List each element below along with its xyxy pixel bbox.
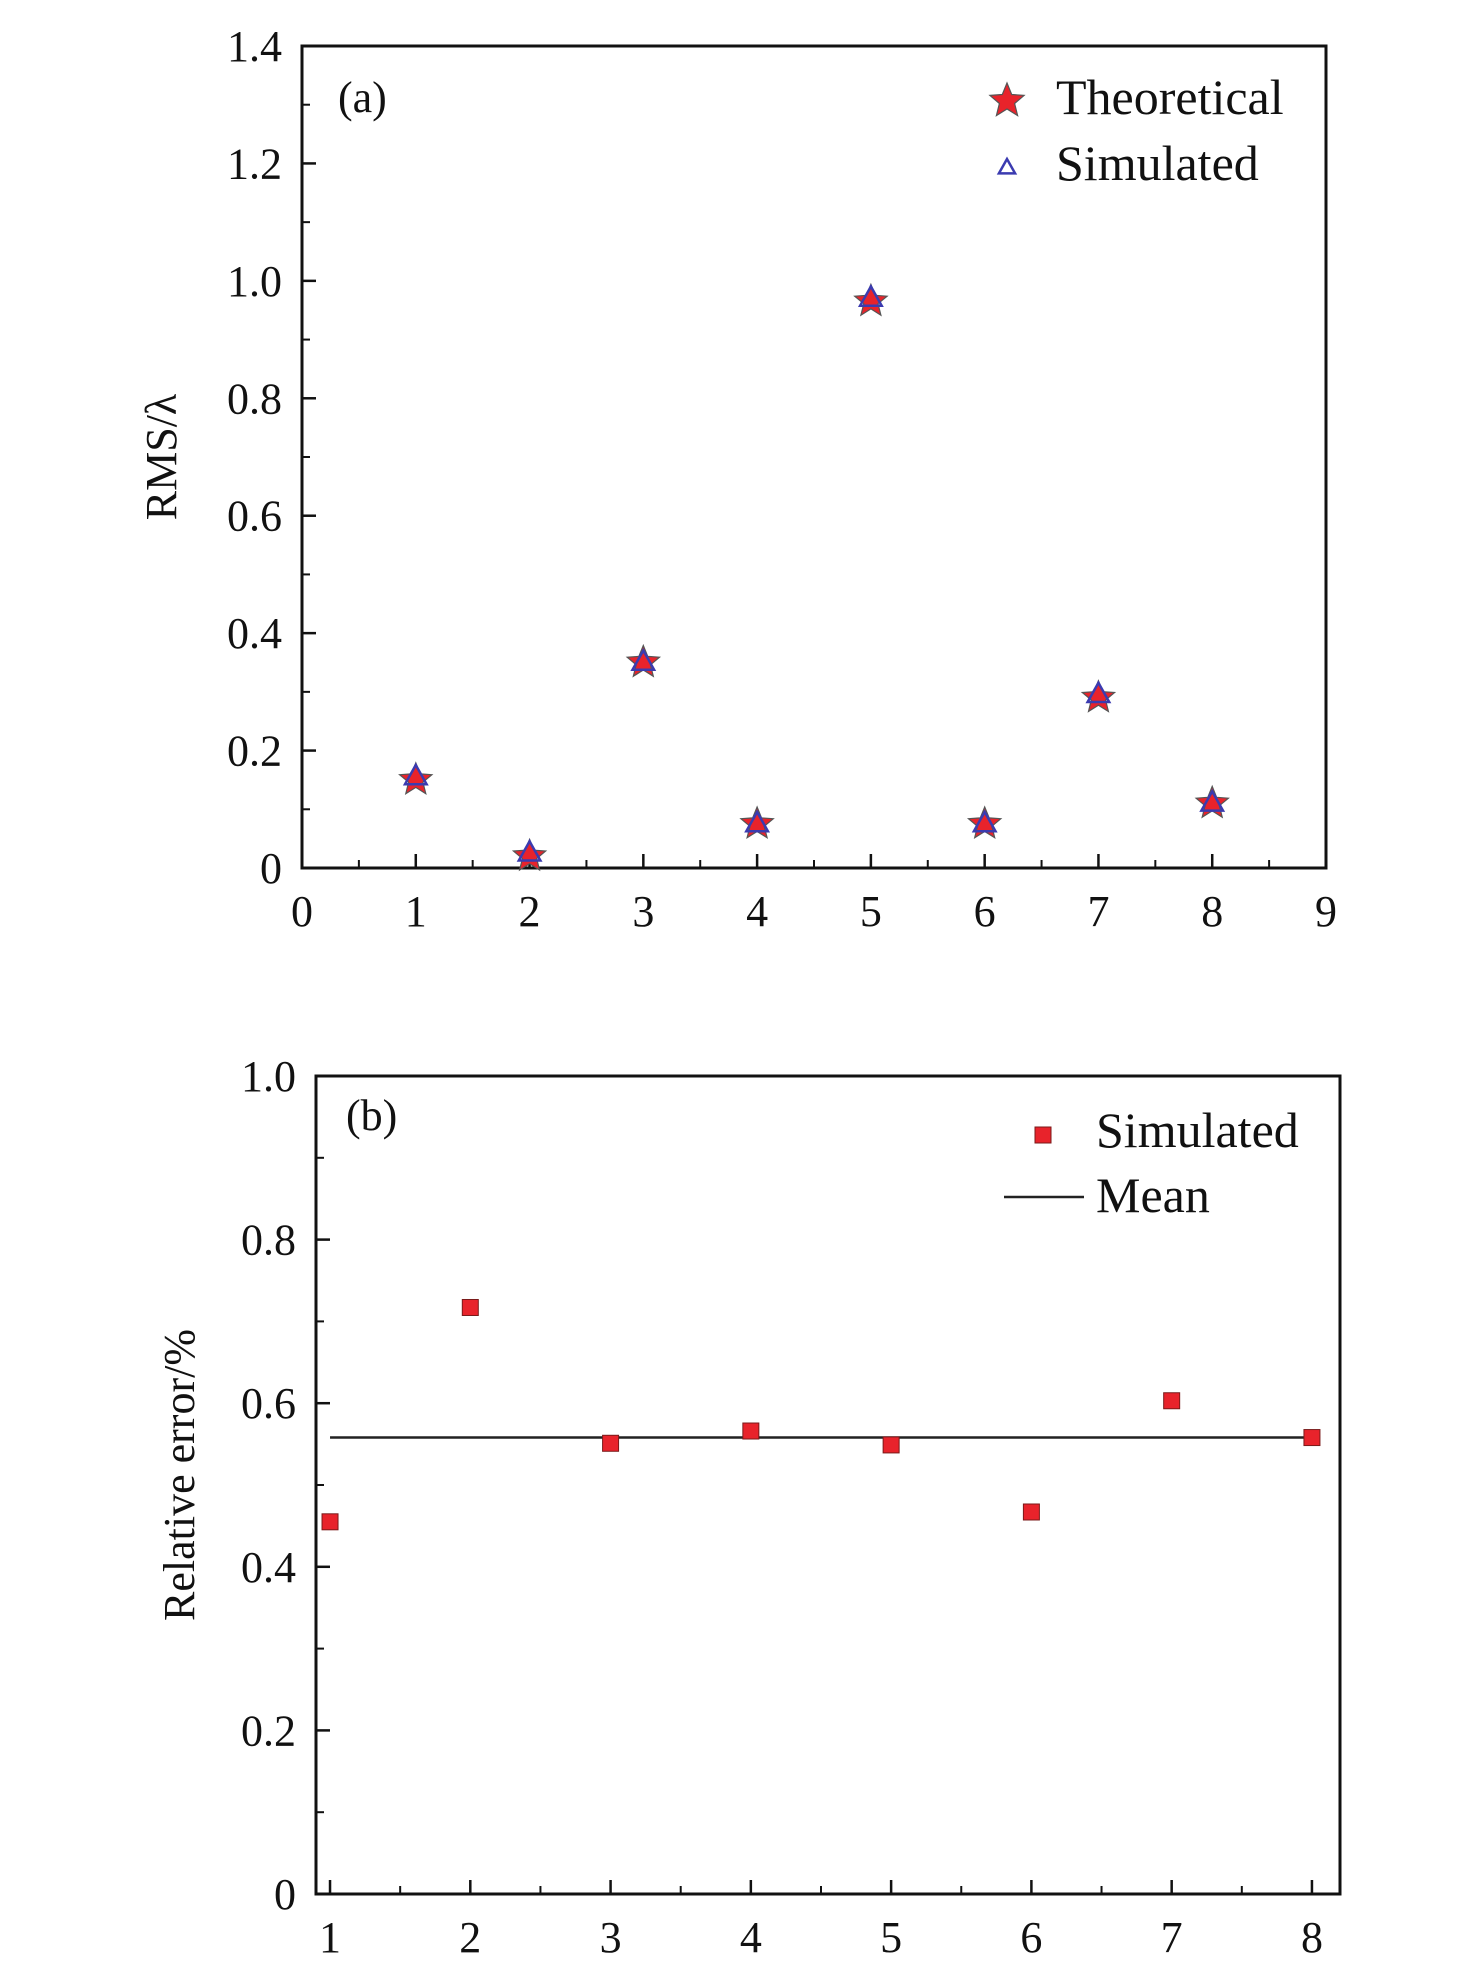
simulated-error-point [1022,1503,1040,1521]
simulated-point [630,647,657,671]
x-tick-label: 9 [1315,887,1337,936]
simulated-error-point [321,1513,339,1531]
x-tick-label: 4 [746,887,768,936]
y-tick-label: 1.0 [227,257,282,306]
x-tick-label: 4 [740,1913,762,1962]
x-tick-label: 3 [632,887,654,936]
legend-mean-label: Mean [1096,1167,1210,1223]
x-tick-label: 1 [319,1913,341,1962]
theoretical-point [398,761,434,796]
simulated-point [1199,788,1226,812]
panel-a: 0 1 2 3 4 5 6 7 8 9 0 0.2 0.4 0.6 0.8 1.0 1.2 1.4 (a) RMS… [137,22,1337,936]
theoretical-point [1080,679,1117,713]
simulated-point [402,762,429,786]
y-tick-label: 0.4 [241,1543,296,1592]
x-tick-label: 6 [974,887,996,936]
legend-theoretical-star-icon [988,81,1026,117]
simulated-point [744,809,771,833]
x-tick-label: 5 [880,1913,902,1962]
y-tick-label: 0 [274,1870,296,1919]
y-tick-label: 1.4 [227,22,282,71]
x-tick-label: 8 [1301,1913,1323,1962]
simulated-error-point [1163,1392,1181,1410]
panel-b-label: (b) [346,1091,397,1140]
panel-a-ticks: 0 1 2 3 4 5 6 7 8 9 0 0.2 0.4 0.6 0.8 1.0 1.2 1.4 [227,22,1337,936]
legend-triangle-marker [996,156,1018,175]
legend-star-marker [988,81,1026,117]
x-tick-label: 3 [600,1913,622,1962]
legend-theoretical-label: Theoretical [1056,69,1284,125]
legend-simulated-triangle-icon [996,156,1018,175]
simulated-error-point [602,1434,620,1452]
panel-a-label: (a) [338,73,387,122]
x-tick-label: 7 [1161,1913,1183,1962]
y-tick-label: 0.8 [241,1216,296,1265]
x-tick-label: 0 [291,887,313,936]
x-tick-label: 2 [459,1913,481,1962]
y-tick-label: 0.2 [241,1706,296,1755]
theoretical-point [853,282,889,317]
simulated-point [857,283,884,307]
x-tick-label: 8 [1201,887,1223,936]
legend-simulated-square-icon [1034,1126,1052,1144]
y-tick-label: 1.0 [241,1052,296,1101]
simulated-error-point [461,1298,479,1316]
panel-a-legend: Theoretical Simulated [988,69,1284,191]
simulated-point [1085,680,1112,704]
panel-a-y-axis-title: RMS/λ [137,393,186,520]
simulated-error-point [1303,1429,1321,1447]
legend-b-simulated-label: Simulated [1096,1102,1299,1158]
x-tick-label: 6 [1020,1913,1042,1962]
panel-b-legend: Simulated Mean [1004,1102,1299,1223]
x-tick-label: 7 [1087,887,1109,936]
legend-simulated-label: Simulated [1056,135,1259,191]
theoretical-point [511,837,548,872]
y-tick-label: 0 [260,844,282,893]
x-tick-label: 2 [519,887,541,936]
simulated-point [971,809,998,833]
legend-square-marker [1034,1126,1052,1144]
simulated-error-point [742,1422,760,1440]
simulated-error-point [882,1436,900,1454]
simulated-point [516,838,543,862]
panel-b-ticks: 1 2 3 4 5 6 7 8 0 0.2 0.4 0.6 0.8 1.0 [241,1052,1323,1962]
y-tick-label: 1.2 [227,139,282,188]
y-tick-label: 0.2 [227,727,282,776]
x-tick-label: 1 [405,887,427,936]
y-tick-label: 0.8 [227,374,282,423]
panel-a-points [398,282,1230,872]
x-tick-label: 5 [860,887,882,936]
panel-b: 1 2 3 4 5 6 7 8 0 0.2 0.4 0.6 0.8 1.0 (b) Relative er… [155,1052,1342,1962]
panel-b-y-axis-title: Relative error/% [155,1329,204,1621]
y-tick-label: 0.6 [241,1379,296,1428]
y-tick-label: 0.4 [227,609,282,658]
y-tick-label: 0.6 [227,492,282,541]
panel-b-points [321,1298,1321,1531]
